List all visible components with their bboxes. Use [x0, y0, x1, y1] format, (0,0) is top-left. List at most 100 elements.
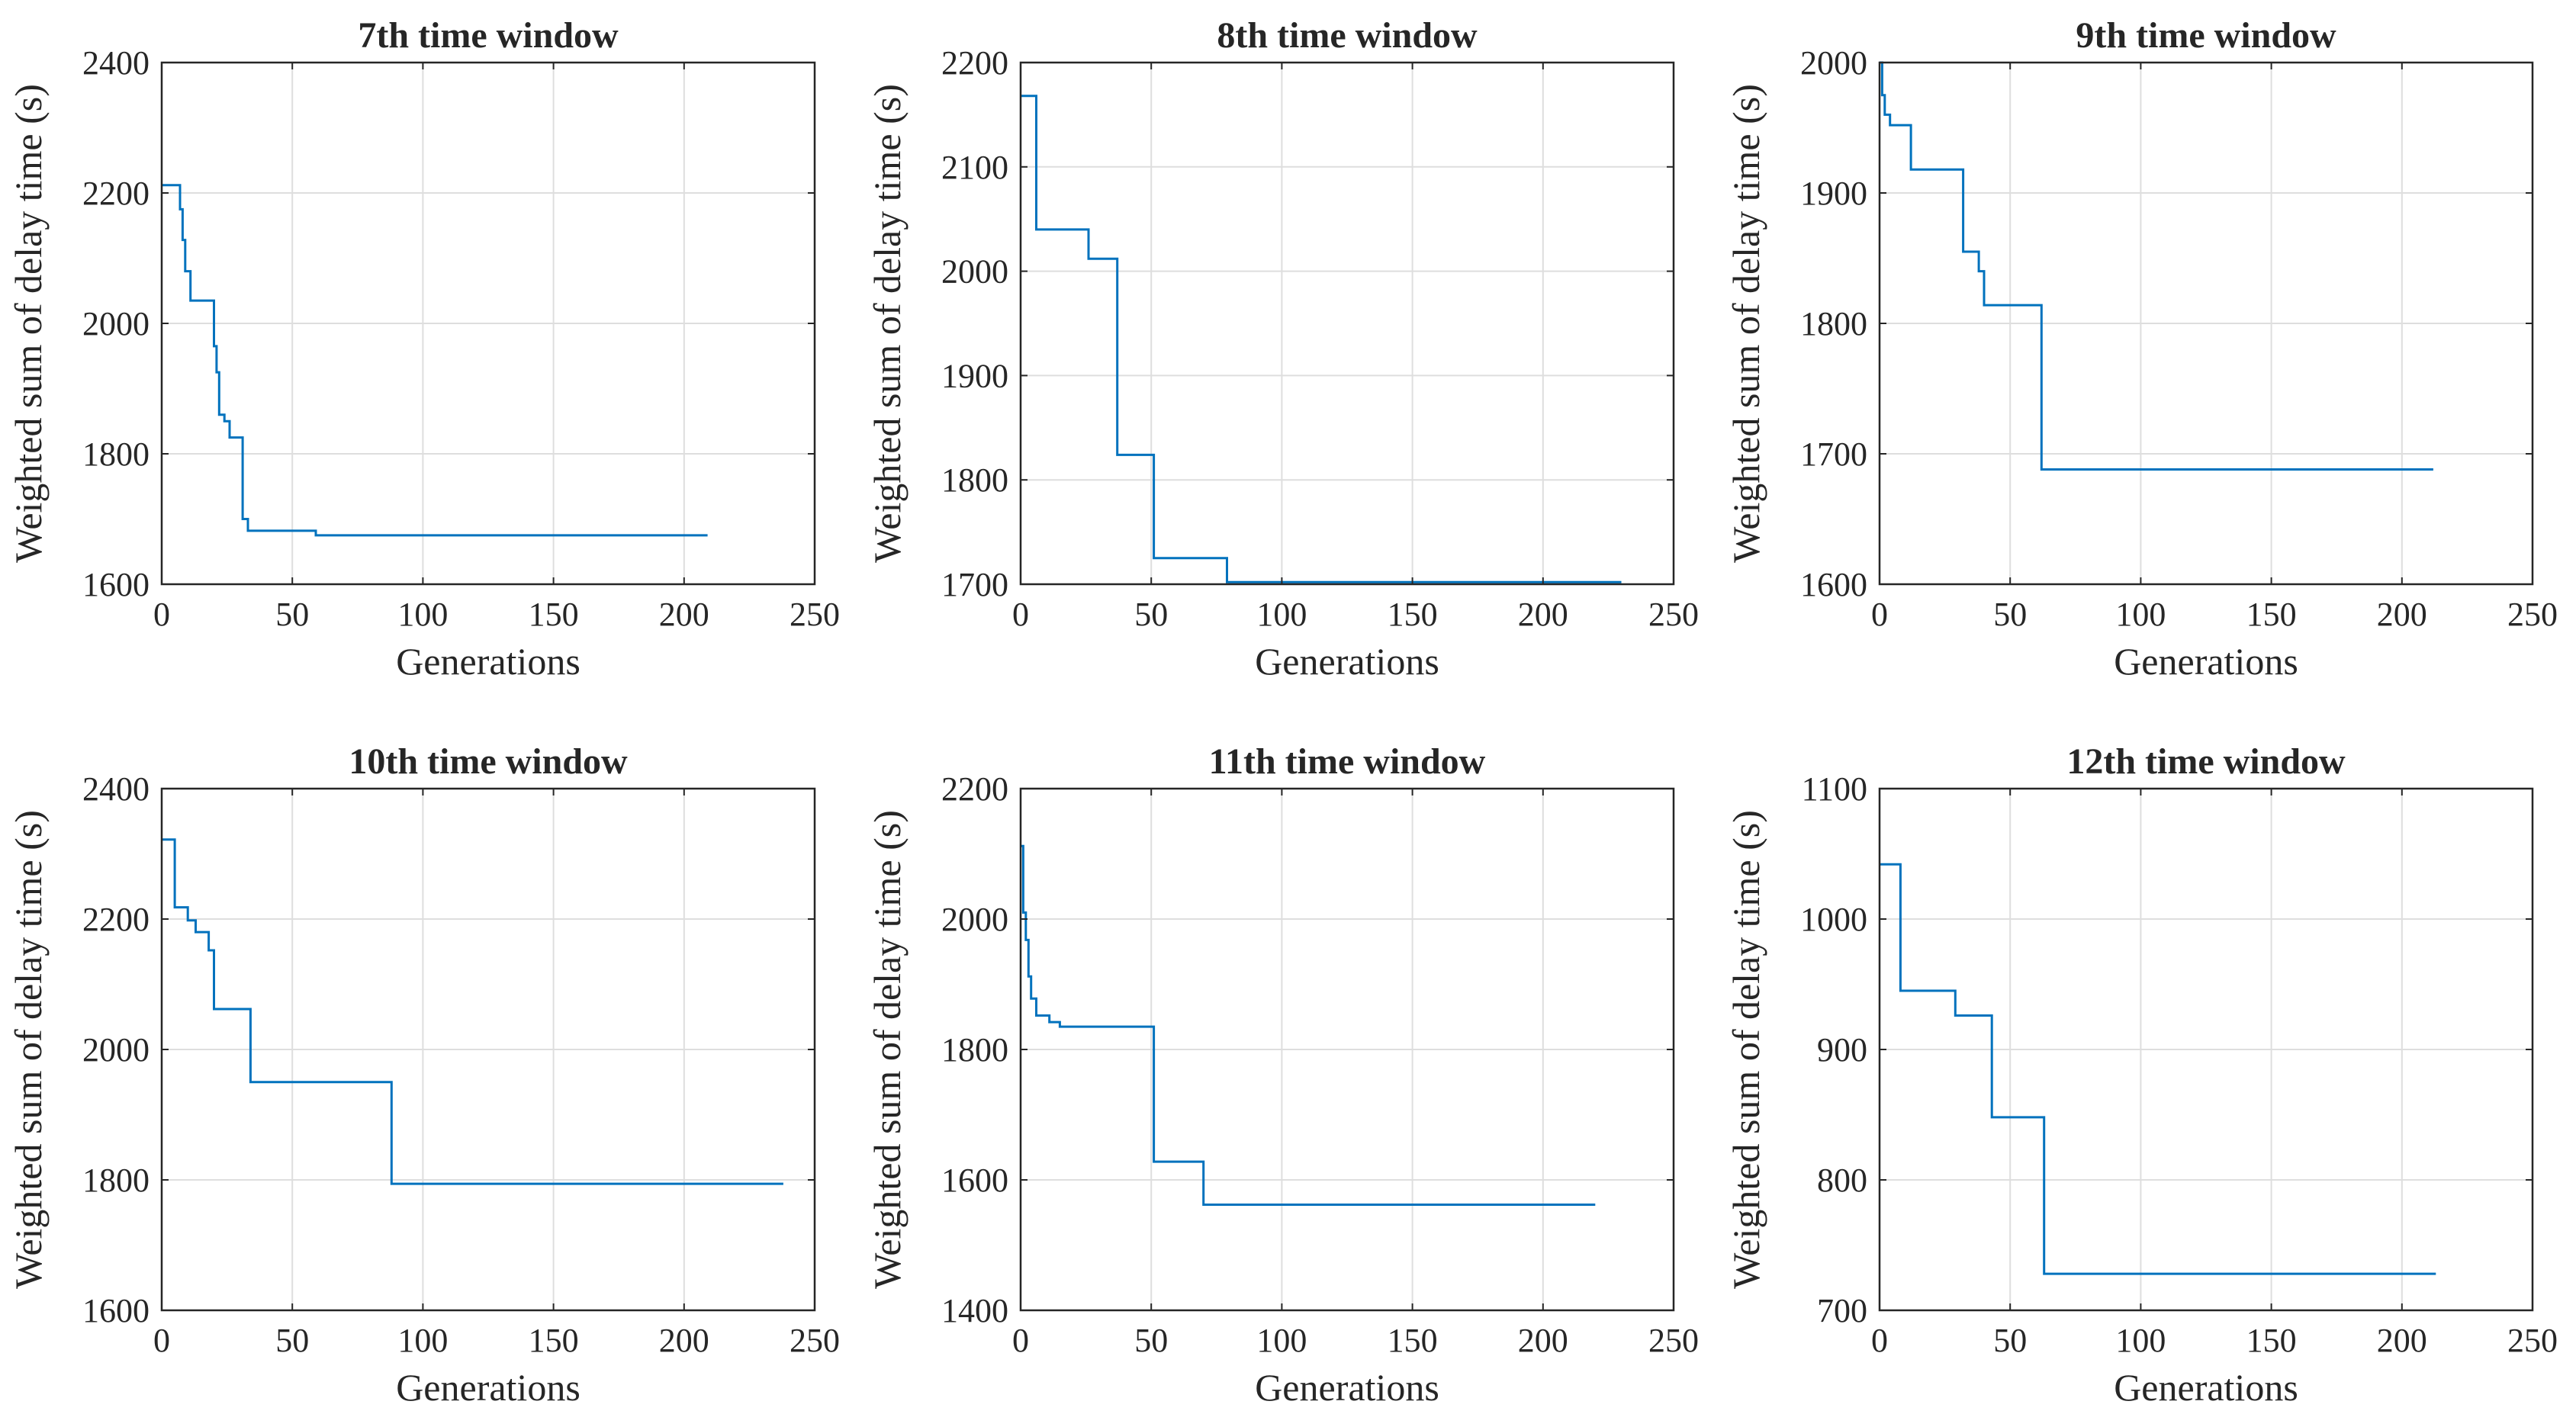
x-tick-label: 150 [1388, 1322, 1438, 1359]
y-tick-label: 2200 [941, 44, 1008, 82]
x-tick-label: 50 [1993, 1322, 2027, 1359]
x-tick-label: 200 [1518, 1322, 1568, 1359]
y-tick-label: 1600 [82, 566, 150, 603]
x-tick-label: 150 [2246, 596, 2297, 633]
y-tick-label: 1600 [1800, 566, 1867, 603]
x-tick-label: 250 [790, 596, 840, 633]
y-tick-label: 2000 [941, 901, 1008, 938]
subplot-2: 0 50 100 150 200 250 1700 1800 1900 2000 2100 2200 8… [866, 15, 1699, 683]
x-tick-label: 50 [1993, 596, 2027, 633]
x-tick-label: 100 [2115, 1322, 2166, 1359]
y-tick-label: 1900 [941, 357, 1008, 394]
x-tick-label: 0 [1012, 596, 1029, 633]
x-tick-label: 0 [1012, 1322, 1029, 1359]
y-tick-label: 2000 [1800, 44, 1867, 82]
y-tick-label: 1800 [82, 435, 150, 473]
y-axis-label: Weighted sum of delay time (s) [7, 810, 50, 1289]
x-axis-label: Generations [1255, 640, 1439, 683]
x-tick-label: 100 [1256, 1322, 1307, 1359]
y-tick-label: 1600 [82, 1292, 150, 1329]
x-tick-label: 250 [2507, 1322, 2558, 1359]
y-tick-label: 1800 [941, 461, 1008, 499]
x-tick-label: 0 [1871, 1322, 1888, 1359]
y-tick-label: 1400 [941, 1292, 1008, 1329]
x-tick-label: 50 [1134, 1322, 1168, 1359]
y-tick-label: 2000 [82, 305, 150, 342]
series-line [162, 838, 783, 1185]
y-tick-label: 1800 [941, 1031, 1008, 1069]
chart-title: 8th time window [1217, 15, 1478, 56]
x-tick-label: 100 [397, 596, 448, 633]
subplot-3: 0 50 100 150 200 250 1600 1700 1800 1900 2000 9th t… [1725, 15, 2558, 683]
x-tick-label: 250 [2507, 596, 2558, 633]
y-tick-label: 2400 [82, 44, 150, 82]
y-tick-label: 1800 [82, 1162, 150, 1199]
x-tick-label: 200 [2377, 596, 2427, 633]
y-tick-label: 2000 [941, 253, 1008, 291]
x-axis-label: Generations [396, 640, 580, 683]
x-tick-label: 0 [153, 1322, 170, 1359]
y-tick-label: 800 [1817, 1162, 1867, 1199]
subplot-4: 0 50 100 150 200 250 1600 1800 2000 2200 2400 10th … [7, 741, 840, 1409]
subplot-1: 0 50 100 150 200 250 1600 1800 2000 2200 2400 7th t… [7, 15, 840, 683]
subplot-6: 0 50 100 150 200 250 700 800 900 1000 1100 12th tim… [1725, 741, 2558, 1409]
y-tick-label: 700 [1817, 1292, 1867, 1329]
y-axis-label: Weighted sum of delay time (s) [1725, 84, 1767, 563]
plot-area [1021, 63, 1674, 584]
x-axis-label: Generations [1255, 1366, 1439, 1409]
x-tick-label: 0 [1871, 596, 1888, 633]
y-tick-label: 2200 [941, 770, 1008, 808]
y-axis-label: Weighted sum of delay time (s) [866, 810, 909, 1289]
x-tick-label: 50 [275, 596, 309, 633]
y-tick-label: 1700 [941, 566, 1008, 603]
x-tick-label: 150 [2246, 1322, 2297, 1359]
chart-title: 12th time window [2066, 741, 2346, 782]
x-axis-label: Generations [2114, 1366, 2298, 1409]
y-tick-label: 1600 [941, 1162, 1008, 1199]
series-line [1021, 95, 1622, 583]
x-tick-label: 0 [153, 596, 170, 633]
x-tick-label: 200 [1518, 596, 1568, 633]
y-axis-label: Weighted sum of delay time (s) [1725, 810, 1767, 1289]
y-tick-label: 2200 [82, 175, 150, 212]
y-tick-label: 1000 [1800, 901, 1867, 938]
x-tick-label: 100 [1256, 596, 1307, 633]
chart-title: 7th time window [358, 15, 619, 56]
x-tick-label: 150 [1388, 596, 1438, 633]
chart-title: 11th time window [1209, 741, 1486, 782]
y-axis-label: Weighted sum of delay time (s) [866, 84, 909, 563]
series-line [1880, 863, 2436, 1275]
subplot-5: 0 50 100 150 200 250 1400 1600 1800 2000 2200 11th … [866, 741, 1699, 1409]
x-tick-label: 250 [1648, 1322, 1699, 1359]
y-tick-label: 1700 [1800, 435, 1867, 473]
chart-title: 10th time window [349, 741, 628, 782]
x-tick-label: 150 [529, 1322, 579, 1359]
y-tick-label: 1100 [1802, 770, 1867, 808]
x-tick-label: 150 [529, 596, 579, 633]
x-tick-label: 250 [1648, 596, 1699, 633]
y-tick-label: 2000 [82, 1031, 150, 1069]
y-axis-label: Weighted sum of delay time (s) [7, 84, 50, 563]
x-tick-label: 50 [275, 1322, 309, 1359]
chart-title: 9th time window [2076, 15, 2336, 56]
series-line [1021, 844, 1596, 1206]
x-tick-label: 100 [2115, 596, 2166, 633]
x-tick-label: 200 [2377, 1322, 2427, 1359]
x-tick-label: 200 [659, 596, 709, 633]
y-tick-label: 900 [1817, 1031, 1867, 1069]
x-tick-label: 50 [1134, 596, 1168, 633]
x-tick-label: 200 [659, 1322, 709, 1359]
y-tick-label: 1800 [1800, 305, 1867, 342]
axes-frame [1019, 61, 1675, 586]
series-line [1880, 61, 2433, 471]
y-tick-label: 2400 [82, 770, 150, 808]
series-line [162, 184, 708, 537]
y-tick-label: 2200 [82, 901, 150, 938]
y-tick-label: 2100 [941, 149, 1008, 186]
y-tick-label: 1900 [1800, 175, 1867, 212]
x-axis-label: Generations [396, 1366, 580, 1409]
x-tick-label: 100 [397, 1322, 448, 1359]
x-axis-label: Generations [2114, 640, 2298, 683]
x-tick-label: 250 [790, 1322, 840, 1359]
